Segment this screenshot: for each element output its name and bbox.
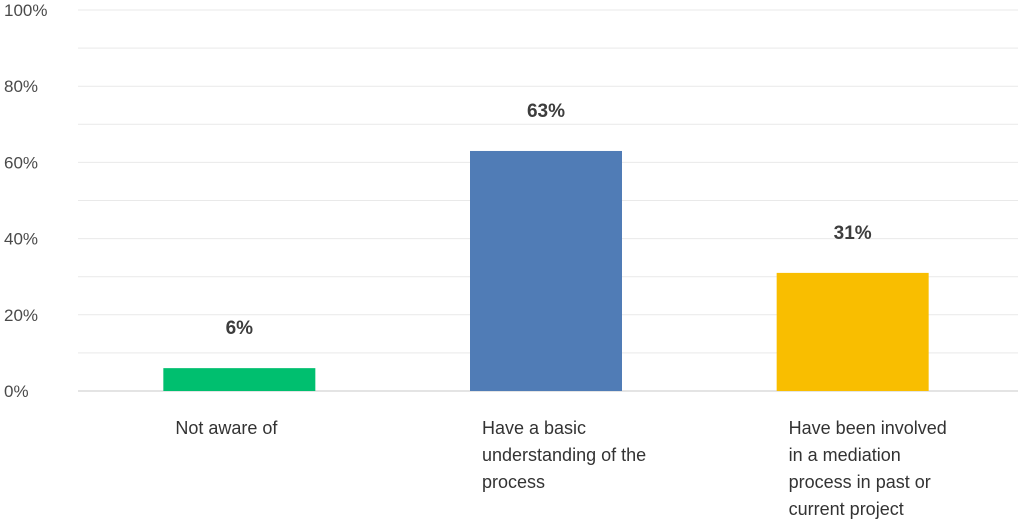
category-label-line: process in past or bbox=[789, 472, 931, 492]
category-label-line: in a mediation bbox=[789, 445, 901, 465]
y-tick-label: 80% bbox=[4, 77, 38, 96]
bar bbox=[163, 368, 316, 391]
category-label: Have been involved in a mediation process … bbox=[789, 418, 947, 519]
y-tick-label: 20% bbox=[4, 306, 38, 325]
category-label-line: Have been involved bbox=[789, 418, 947, 438]
data-label: 63% bbox=[527, 101, 565, 122]
y-axis-tick-labels: 0% 20% 40% 60% 80% 100% bbox=[4, 1, 47, 401]
data-label: 6% bbox=[226, 318, 254, 339]
data-labels: 6% 63% 31% bbox=[226, 101, 872, 339]
category-label-line: Not aware of bbox=[175, 418, 278, 438]
category-labels: Not aware of Have a basic understanding of… bbox=[175, 418, 946, 519]
y-tick-label: 40% bbox=[4, 230, 38, 249]
bar bbox=[470, 150, 622, 391]
category-label-line: current project bbox=[789, 499, 904, 519]
category-label-line: process bbox=[482, 472, 545, 492]
category-label: Not aware of bbox=[175, 418, 278, 438]
y-tick-label: 60% bbox=[4, 153, 38, 172]
bar bbox=[776, 272, 929, 391]
data-label: 31% bbox=[834, 223, 872, 244]
category-label-line: Have a basic bbox=[482, 418, 586, 438]
category-label: Have a basic understanding of the process bbox=[482, 418, 646, 492]
y-tick-label: 0% bbox=[4, 382, 29, 401]
y-tick-label: 100% bbox=[4, 1, 47, 20]
bars bbox=[163, 150, 929, 391]
category-label-line: understanding of the bbox=[482, 445, 646, 465]
